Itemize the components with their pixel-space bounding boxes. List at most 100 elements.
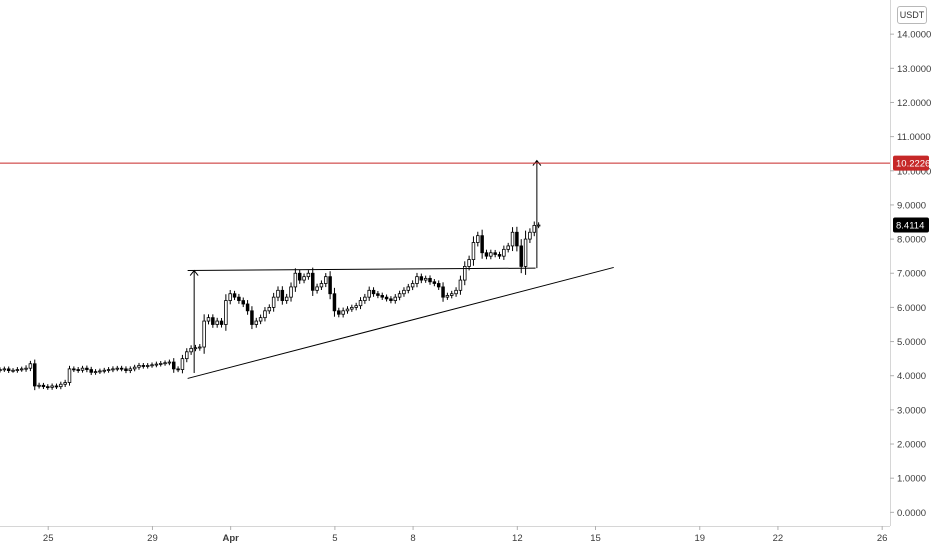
candle [80,365,85,373]
y-tick-label: 1.0000 [897,474,926,485]
candle-body [219,320,224,325]
candle [497,251,502,259]
candle-body [363,296,367,301]
candle-body [63,382,67,385]
drawing-layer[interactable] [0,159,890,379]
candle-body [0,369,2,371]
candle-body [124,368,128,371]
y-tick-label: 0.0000 [897,508,926,519]
candle [267,304,272,314]
candle-body [59,383,63,388]
candle [371,287,376,297]
candle [263,307,267,322]
x-tick-label: 8 [410,533,415,544]
candle-body [158,363,163,365]
candle-body [480,235,484,254]
candle [111,366,115,373]
candle [202,314,206,354]
candle [506,242,510,253]
candle-body [432,281,437,284]
candle [167,359,172,366]
candle-body [85,367,89,370]
candle-body [419,276,424,281]
candle [185,348,189,363]
candle-body [132,366,137,370]
candle-body [176,368,180,371]
candle-body [441,286,445,298]
candle-body [389,298,393,301]
candle [124,366,128,374]
y-tick-label: 14.0000 [897,30,931,41]
candle [415,272,419,288]
candle [132,364,137,372]
candle [493,249,497,258]
y-tick-label: 7.0000 [897,269,926,280]
candle-body [198,346,202,349]
y-tick-label: 10.0000 [897,166,931,177]
candle-body [15,369,20,371]
candle-body [380,295,384,298]
candle [245,300,250,315]
candle-body [428,277,432,283]
candle-body [50,385,54,388]
candle-body [302,276,306,281]
candle [250,306,254,330]
candle [28,360,33,372]
price-axis[interactable]: 0.0000 1.0000 2.0000 3.0000 4.0000 5.0000 6.00… [890,30,931,519]
candle [410,280,415,291]
candle [59,381,63,390]
candle [15,367,20,373]
candle-body [241,300,245,305]
candle-body [24,367,28,370]
candle-body [276,289,280,298]
candle [302,273,306,284]
measure-arrow-1[interactable] [189,269,199,373]
candle [293,268,298,292]
candle [115,365,120,372]
candle [319,280,324,290]
candle [67,365,72,386]
currency-badge[interactable]: USDT [897,6,927,24]
candle-body [145,365,150,367]
candle-body [76,369,80,371]
candle-body [33,363,37,387]
candle [106,367,111,373]
candle [297,269,302,284]
last-price-tag-label: 8.4114 [896,221,924,232]
candle-body [106,369,111,371]
candle-body [254,320,259,325]
candle [280,286,285,305]
y-tick-label: 2.0000 [897,440,926,451]
triangle-bottom-line[interactable] [187,266,614,379]
candle-body [250,310,254,325]
y-tick-label: 12.0000 [897,98,931,109]
candle-body [328,276,332,295]
candle [237,293,241,304]
candle [150,362,154,368]
measure-arrow-2[interactable] [532,159,542,269]
candle-body [111,368,115,371]
candle-body [72,368,76,371]
x-tick-label: 22 [773,533,784,544]
candle-body [46,386,50,389]
candle-body [171,361,176,370]
candle [241,297,245,308]
candle-body [345,308,350,312]
time-axis[interactable]: 25 29 Apr 5 8 12 15 19 22 26 [43,526,888,544]
x-tick-label: 25 [43,533,54,544]
candle-body [397,293,402,298]
horizontal-line-price-tag: 10.2226 [893,155,930,171]
candle [384,294,389,302]
triangle-top-line[interactable] [187,267,536,272]
candle-body [493,252,497,255]
candle-body [163,362,167,365]
y-tick-label: 3.0000 [897,405,926,416]
candle-body [371,289,376,295]
candle-body [358,300,363,307]
candle-body [476,235,480,243]
candle [310,267,315,296]
candle-body [423,277,428,281]
candle [436,280,441,290]
candle-body [37,384,41,387]
